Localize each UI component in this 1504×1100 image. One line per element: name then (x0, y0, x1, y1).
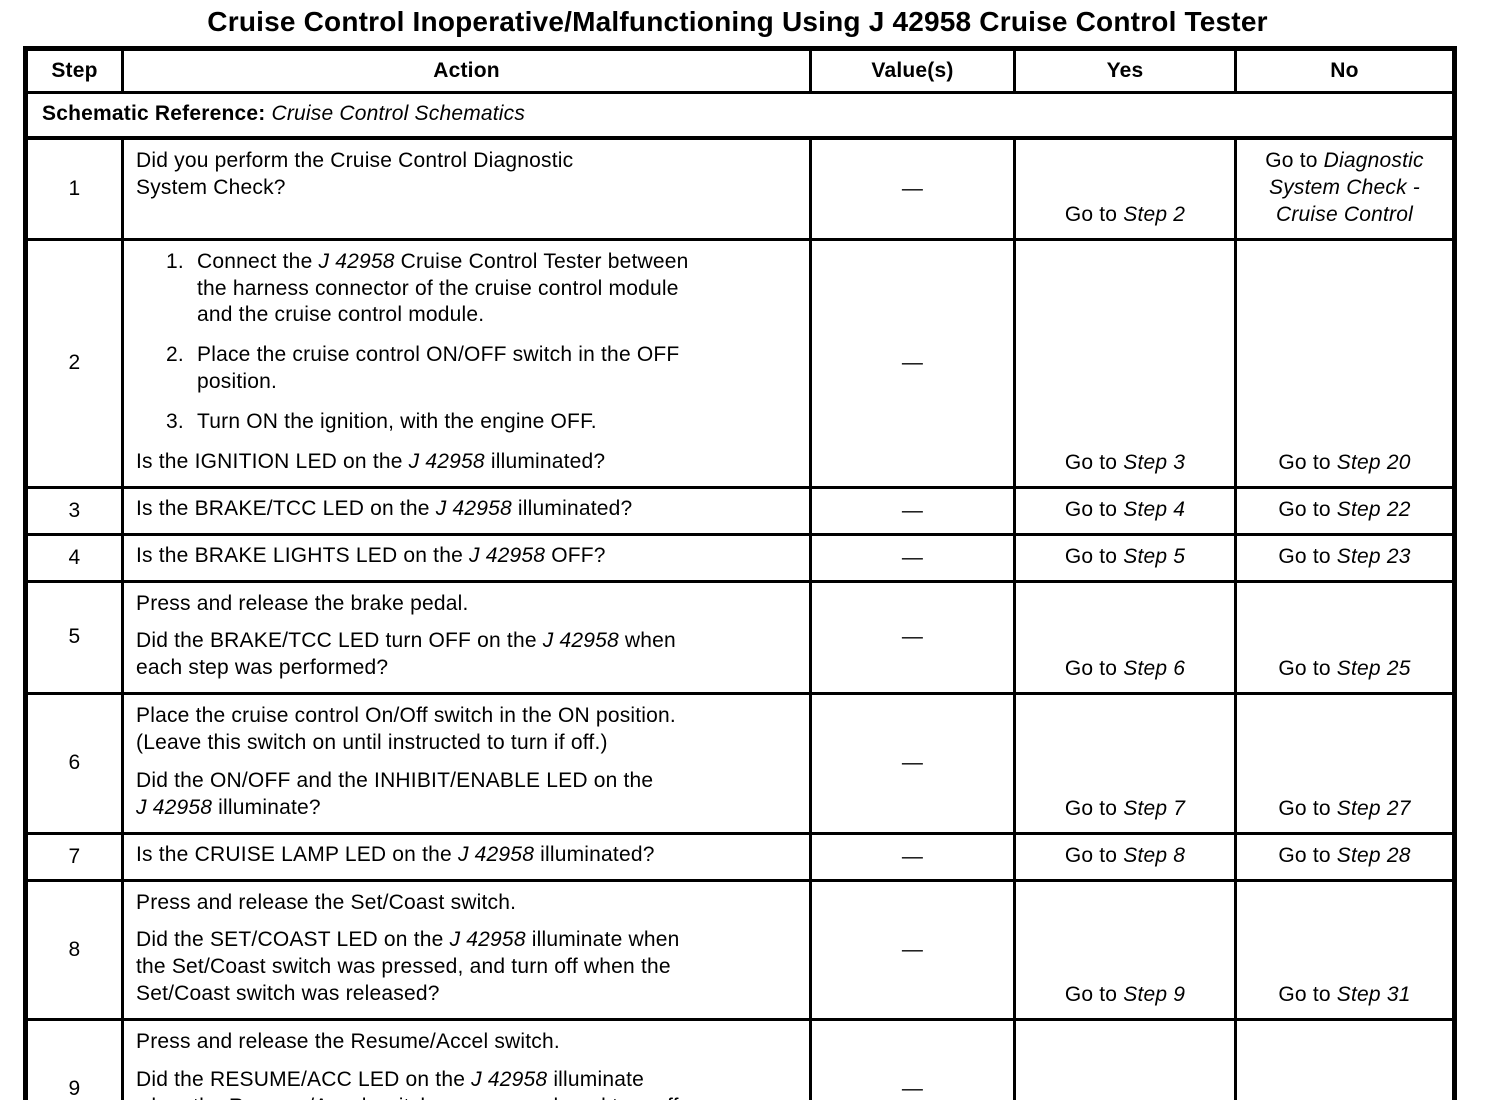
action-paragraph: Is the IGNITION LED on the J 42958 illum… (136, 449, 606, 473)
yes-cell: Go to Step 2 (1013, 136, 1237, 241)
diagnostic-table: Step Action Value(s) Yes No Schematic Re… (23, 46, 1457, 1100)
step-number-cell: 7 (24, 831, 124, 882)
no-cell: Go to Step 32 (1234, 1018, 1456, 1100)
yes-cell: Go to Step 9 (1013, 878, 1237, 1021)
table-body: 1 Did you perform the Cruise Control Diag… (24, 136, 1456, 1100)
table-row-step-8: 8 Press and release the Set/Coast switch.… (24, 878, 1456, 1021)
no-cell: Go to Step 20 (1234, 237, 1456, 489)
page-title: Cruise Control Inoperative/Malfunctionin… (207, 6, 1268, 37)
schematic-reference-label: Schematic Reference: (42, 102, 266, 125)
value-cell: — (809, 692, 1016, 835)
value-cell: — (809, 136, 1016, 241)
table-row-step-6: 6 Place the cruise control On/Off switch … (24, 692, 1456, 835)
table-row-step-2: 2 1. Connect the J 42958 Cruise Control Te… (24, 237, 1456, 489)
step-number-cell: 3 (24, 485, 124, 536)
no-cell: Go to Step 27 (1234, 692, 1456, 835)
action-paragraph: Is the CRUISE LAMP LED on the J 42958 il… (136, 843, 655, 867)
yes-cell: Go to Step 3 (1013, 237, 1237, 489)
action-cell: Is the BRAKE LIGHTS LED on the J 42958 O… (121, 532, 812, 583)
table-row-step-5: 5 Press and release the brake pedal. Did t… (24, 579, 1456, 696)
action-paragraph: Place the cruise control On/Off switch i… (136, 704, 676, 754)
action-cell: Did you perform the Cruise Control Diagn… (121, 136, 812, 241)
step-number-cell: 6 (24, 692, 124, 835)
action-paragraph: Is the BRAKE/TCC LED on the J 42958 illu… (136, 497, 633, 521)
action-paragraph: Did the ON/OFF and the INHIBIT/ENABLE LE… (136, 768, 654, 819)
column-header-step: Step (24, 47, 124, 94)
no-cell: Go to Step 31 (1234, 878, 1456, 1021)
action-cell: Place the cruise control On/Off switch i… (121, 692, 812, 835)
action-paragraph: Press and release the Set/Coast switch. (136, 890, 517, 914)
action-paragraph: Did the BRAKE/TCC LED turn OFF on the J … (136, 629, 676, 680)
column-header-action: Action (121, 47, 812, 94)
table-row-step-3: 3 Is the BRAKE/TCC LED on the J 42958 ill… (24, 485, 1456, 536)
action-cell: Press and release the Resume/Accel switc… (121, 1018, 812, 1100)
table-row-step-7: 7 Is the CRUISE LAMP LED on the J 42958 i… (24, 831, 1456, 882)
action-list-item: 3. Turn ON the ignition, with the engine … (166, 410, 597, 433)
action-cell: 1. Connect the J 42958 Cruise Control Tes… (121, 237, 812, 489)
table-row-step-1: 1 Did you perform the Cruise Control Diag… (24, 136, 1456, 241)
yes-cell: Go to Step 6 (1013, 579, 1237, 696)
action-cell: Press and release the Set/Coast switch. D… (121, 878, 812, 1021)
value-cell: — (809, 579, 1016, 696)
step-number-cell: 2 (24, 237, 124, 489)
no-cell: Go to Diagnostic System Check - Cruise C… (1234, 136, 1456, 241)
no-cell: Go to Step 25 (1234, 579, 1456, 696)
step-number-cell: 4 (24, 532, 124, 583)
table-row-step-4: 4 Is the BRAKE LIGHTS LED on the J 42958 … (24, 532, 1456, 583)
action-paragraph: Did the RESUME/ACC LED on the J 42958 il… (136, 1067, 678, 1100)
document-page: Cruise Control Inoperative/Malfunctionin… (0, 6, 1504, 1100)
action-paragraph: Press and release the brake pedal. (136, 591, 469, 615)
step-number-cell: 8 (24, 878, 124, 1021)
table-header-row: Step Action Value(s) Yes No (24, 47, 1456, 94)
step-number-cell: 9 (24, 1018, 124, 1100)
action-cell: Is the BRAKE/TCC LED on the J 42958 illu… (121, 485, 812, 536)
action-paragraph: Did the SET/COAST LED on the J 42958 ill… (136, 928, 680, 1006)
action-list-item: 2. Place the cruise control ON/OFF switch… (166, 343, 680, 394)
value-cell: — (809, 532, 1016, 583)
yes-cell: Go to Step 4 (1013, 485, 1237, 536)
action-paragraph: Press and release the Resume/Accel switc… (136, 1030, 560, 1053)
schematic-reference-value: Cruise Control Schematics (271, 102, 526, 125)
value-cell: — (809, 878, 1016, 1021)
schematic-reference-cell: Schematic Reference: Cruise Control Sche… (24, 91, 1456, 140)
no-cell: Go to Step 23 (1234, 532, 1456, 583)
yes-cell: Go to Step 7 (1013, 692, 1237, 835)
column-header-yes: Yes (1013, 47, 1237, 94)
value-cell: — (809, 485, 1016, 536)
schematic-reference-row: Schematic Reference: Cruise Control Sche… (24, 91, 1456, 140)
action-paragraph: Did you perform the Cruise Control Diagn… (136, 149, 574, 199)
yes-cell: Go to Step 10 (1013, 1018, 1237, 1100)
yes-cell: Go to Step 8 (1013, 831, 1237, 882)
column-header-values: Value(s) (809, 47, 1016, 94)
value-cell: — (809, 237, 1016, 489)
action-cell: Is the CRUISE LAMP LED on the J 42958 il… (121, 831, 812, 882)
no-cell: Go to Step 22 (1234, 485, 1456, 536)
table-row-step-9: 9 Press and release the Resume/Accel swit… (24, 1018, 1456, 1100)
value-cell: — (809, 1018, 1016, 1100)
step-number-cell: 5 (24, 579, 124, 696)
action-list-item: 1. Connect the J 42958 Cruise Control Tes… (166, 249, 689, 327)
action-paragraph: Is the BRAKE LIGHTS LED on the J 42958 O… (136, 544, 606, 568)
column-header-no: No (1234, 47, 1456, 94)
action-cell: Press and release the brake pedal. Did th… (121, 579, 812, 696)
no-cell: Go to Step 28 (1234, 831, 1456, 882)
yes-cell: Go to Step 5 (1013, 532, 1237, 583)
value-cell: — (809, 831, 1016, 882)
step-number-cell: 1 (24, 136, 124, 241)
